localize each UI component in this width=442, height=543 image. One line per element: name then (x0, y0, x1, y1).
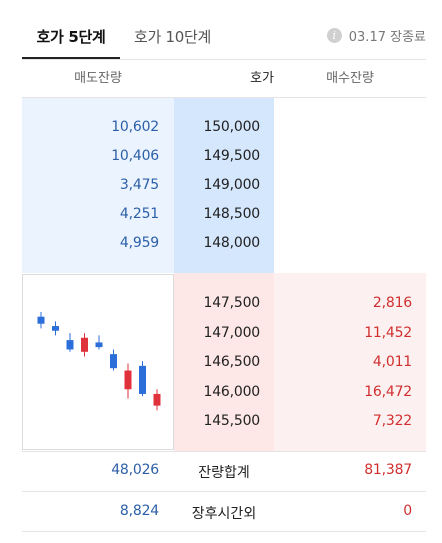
candle-body (52, 326, 59, 331)
candle (37, 312, 45, 329)
candle-body (139, 365, 146, 394)
summary-bottom-divider (22, 531, 426, 532)
ask-price[interactable]: 150,000 (203, 119, 261, 135)
candle-chart-svg (37, 312, 161, 411)
bid-quantity: 16,472 (364, 384, 412, 400)
market-status: i 03.17 장종료 (326, 26, 426, 45)
bid-quantity: 2,816 (372, 295, 412, 311)
candle (81, 333, 88, 357)
bid-price-area (174, 273, 274, 451)
bid-price[interactable]: 145,500 (203, 413, 261, 429)
total-buy-quantity: 81,387 (364, 462, 412, 478)
ask-price[interactable]: 148,500 (203, 206, 261, 222)
candle (52, 321, 59, 336)
ask-price-area (174, 98, 274, 273)
buy-column-header: 매수잔량 (326, 71, 374, 86)
bid-quantity: 4,011 (372, 354, 412, 370)
ask-price[interactable]: 149,000 (203, 177, 261, 193)
tab-bar: 호가 5단계 호가 10단계 i 03.17 장종료 (22, 0, 426, 59)
after-hours-buy-quantity: 0 (403, 503, 412, 519)
total-remaining-label: 잔량합계 (198, 465, 250, 481)
market-status-text: 03.17 장종료 (348, 30, 426, 45)
ask-quantity: 10,602 (111, 119, 159, 135)
ask-quantity: 10,406 (111, 148, 159, 164)
candle-body (110, 354, 117, 369)
total-sell-quantity: 48,026 (111, 462, 159, 478)
after-hours-label: 장후시간외 (191, 506, 257, 522)
ask-quantity: 4,251 (119, 206, 159, 222)
ask-price[interactable]: 148,000 (203, 235, 261, 251)
candle (153, 389, 161, 411)
candle (110, 349, 117, 371)
ask-quantity: 4,959 (119, 235, 159, 251)
candle (66, 333, 74, 352)
info-icon[interactable]: i (326, 28, 342, 43)
price-column-header: 호가 (250, 71, 274, 86)
candle-body (124, 370, 132, 390)
book-bottom-divider (22, 451, 426, 452)
candle-body (153, 393, 161, 406)
tab-divider (22, 59, 426, 60)
tab-10-level[interactable]: 호가 10단계 (134, 28, 211, 46)
ask-quantity-area (22, 98, 174, 273)
candle (95, 335, 103, 350)
bid-price[interactable]: 147,500 (203, 295, 261, 311)
bid-quantity: 7,322 (372, 413, 412, 429)
ask-quantity: 3,475 (119, 177, 159, 193)
candle (124, 363, 132, 399)
sell-column-header: 매도잔량 (74, 71, 122, 86)
candle-body (66, 340, 74, 350)
bid-quantity: 11,452 (364, 325, 412, 341)
mini-candle-chart (22, 274, 174, 450)
bid-quantity-area (274, 273, 426, 451)
after-hours-sell-quantity: 8,824 (119, 503, 159, 519)
candle-body (95, 342, 103, 348)
active-tab-indicator (22, 57, 120, 59)
candle-body (37, 316, 45, 324)
header-divider (22, 97, 426, 98)
tab-5-level[interactable]: 호가 5단계 (36, 28, 106, 46)
summary-divider (22, 491, 426, 492)
bid-price[interactable]: 146,500 (203, 354, 261, 370)
bid-price[interactable]: 147,000 (203, 325, 261, 341)
candle-body (81, 337, 88, 352)
ask-price[interactable]: 149,500 (203, 148, 261, 164)
bid-price[interactable]: 146,000 (203, 384, 261, 400)
candle (139, 361, 146, 397)
